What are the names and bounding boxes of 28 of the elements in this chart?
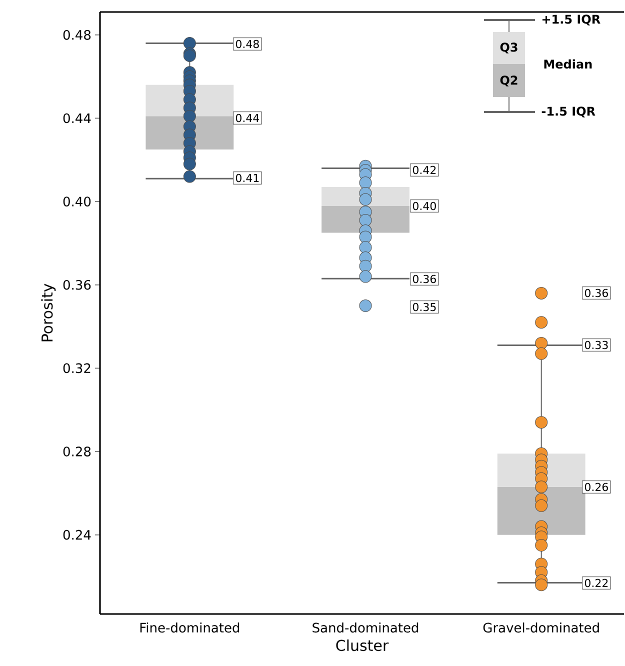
annotation: 0.40 xyxy=(413,202,436,210)
annotation: -1.5 IQR xyxy=(542,106,596,118)
annotation: +1.5 IQR xyxy=(542,14,600,26)
annotation: 0.44 xyxy=(236,114,260,122)
annotation: 0.36 xyxy=(585,288,608,298)
annotation: Q2 xyxy=(500,76,518,86)
y-tick-label: 0.24 xyxy=(63,530,91,540)
annotation: Q3 xyxy=(500,42,518,54)
y-tick-label: 0.44 xyxy=(63,113,91,124)
x-tick-label: Sand-dominated xyxy=(312,622,418,633)
annotation: 0.35 xyxy=(413,302,436,312)
x-axis-title: Cluster xyxy=(336,639,389,652)
annotation: 0.26 xyxy=(585,482,608,492)
y-axis-title: Porosity xyxy=(41,284,56,342)
annotation: 0.42 xyxy=(413,166,436,174)
x-tick-label: Fine-dominated xyxy=(140,622,240,633)
x-tick-label: Gravel-dominated xyxy=(483,622,599,633)
annotation: 0.48 xyxy=(236,40,260,48)
annotation: Median xyxy=(544,59,592,69)
annotation: 0.22 xyxy=(585,578,608,588)
y-tick-label: 0.48 xyxy=(63,30,91,40)
annotation: 0.36 xyxy=(413,274,436,284)
y-tick-label: 0.36 xyxy=(63,280,91,290)
annotation: 0.41 xyxy=(236,174,259,182)
y-tick-label: 0.40 xyxy=(63,196,91,206)
y-tick-label: 0.32 xyxy=(63,363,90,374)
y-tick-label: 0.28 xyxy=(63,446,91,456)
annotation: 0.33 xyxy=(585,340,608,350)
